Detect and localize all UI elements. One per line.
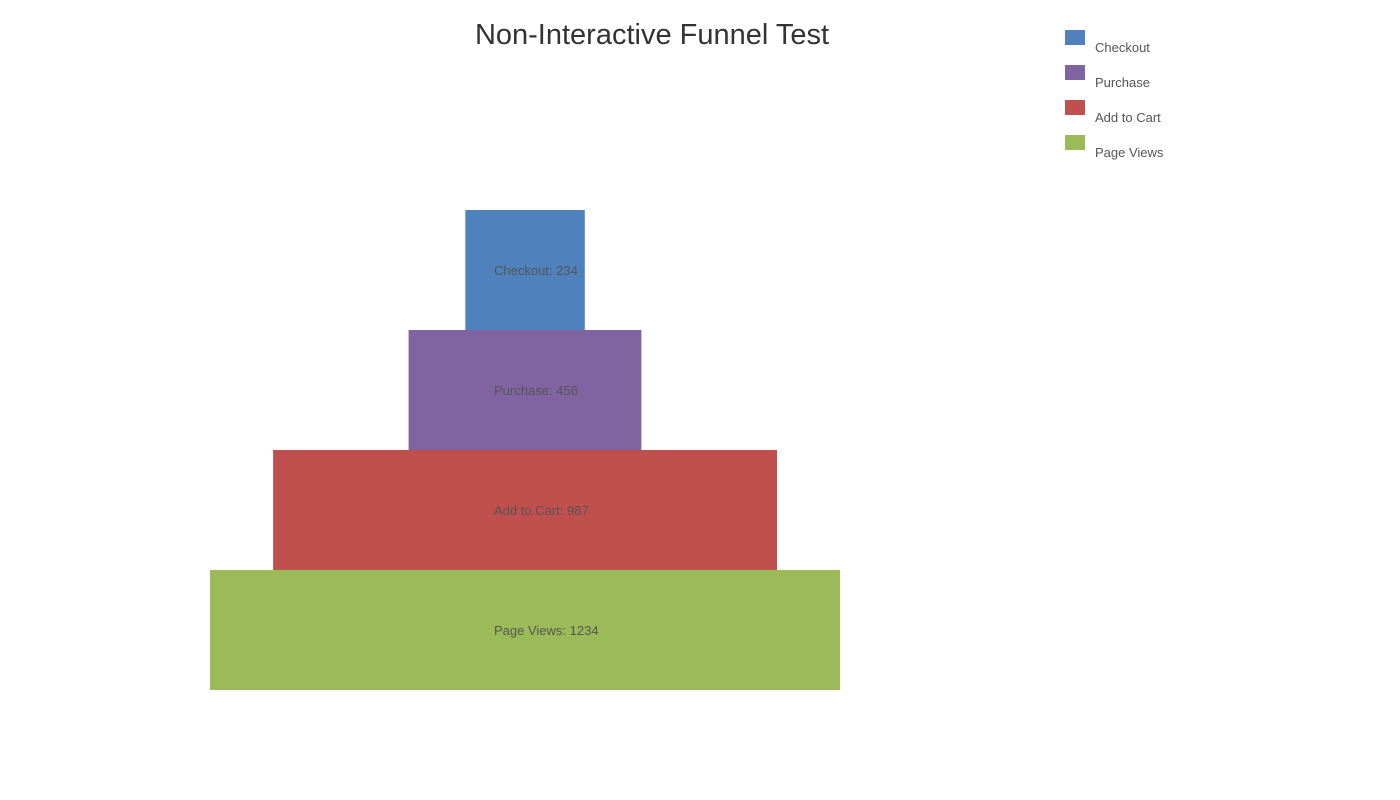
chart-title: Non-Interactive Funnel Test — [475, 19, 829, 51]
funnel-label-page-views: Page Views: 1234 — [494, 623, 599, 638]
legend-label-add-to-cart: Add to Cart — [1095, 110, 1161, 125]
funnel-bar-add-to-cart — [273, 450, 777, 570]
funnel-bar-checkout — [465, 210, 585, 330]
funnel-bar-page-views — [210, 570, 840, 690]
legend: Checkout Purchase Add to Cart Page Views — [1065, 30, 1164, 160]
funnel-label-add-to-cart: Add to Cart: 987 — [494, 503, 589, 518]
funnel-bar-purchase — [408, 330, 642, 450]
legend-label-checkout: Checkout — [1095, 40, 1150, 55]
funnel-stages: Checkout: 234 Purchase: 456 Add to Cart: 9… — [210, 210, 840, 690]
legend-swatch-checkout — [1065, 30, 1085, 45]
legend-swatch-page-views — [1065, 135, 1085, 150]
legend-swatch-add-to-cart — [1065, 100, 1085, 115]
funnel-label-checkout: Checkout: 234 — [494, 263, 578, 278]
legend-label-purchase: Purchase — [1095, 75, 1150, 90]
legend-swatch-purchase — [1065, 65, 1085, 80]
funnel-label-purchase: Purchase: 456 — [494, 383, 578, 398]
legend-label-page-views: Page Views — [1095, 145, 1164, 160]
